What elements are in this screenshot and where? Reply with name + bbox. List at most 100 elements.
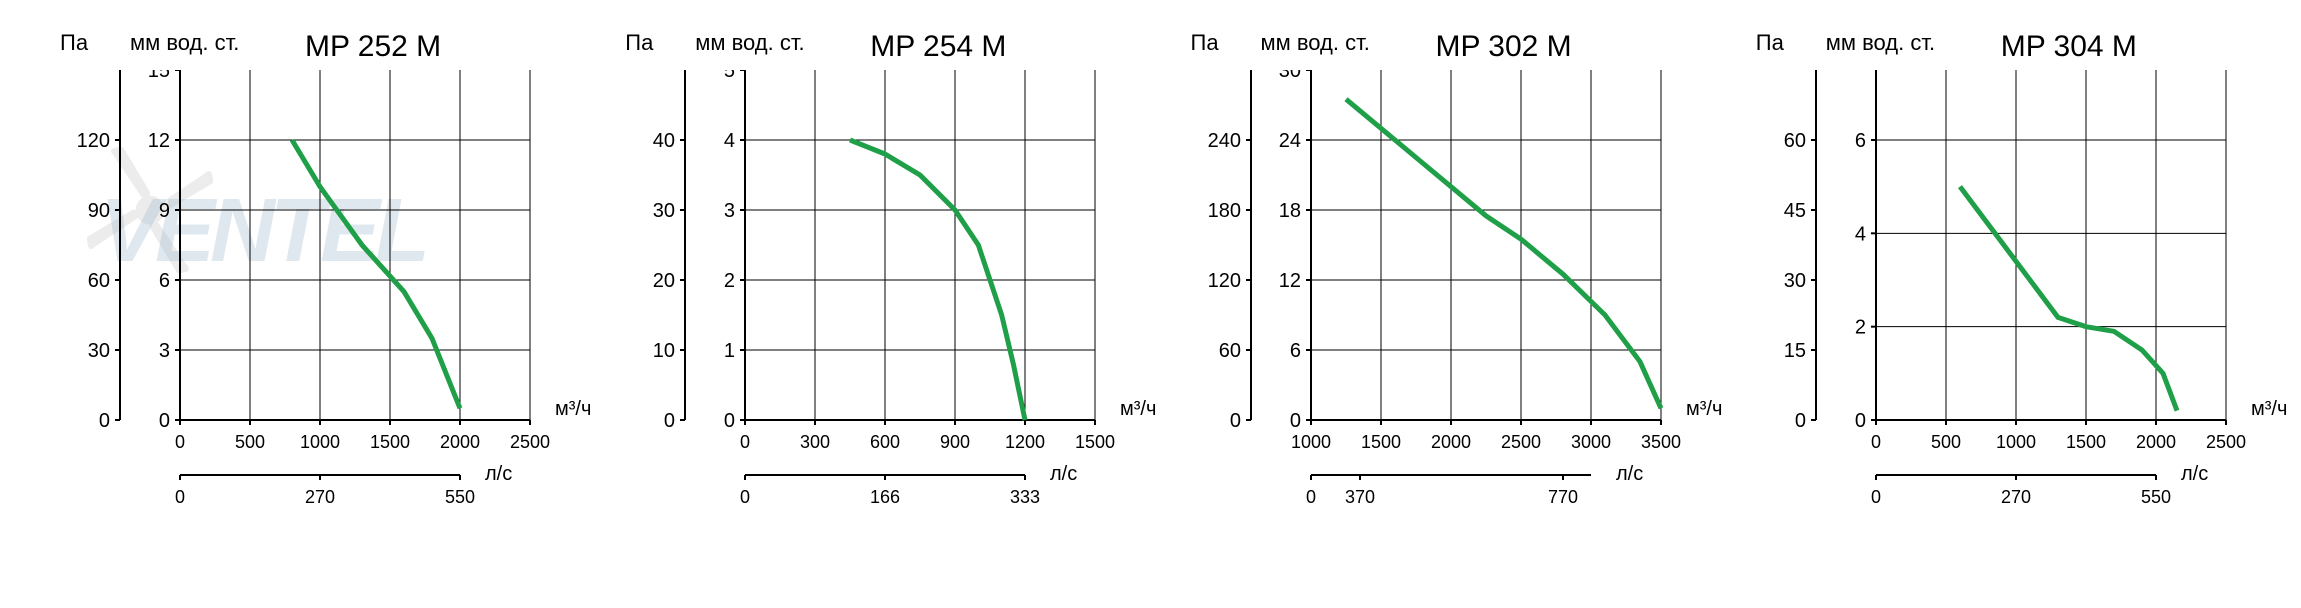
svg-text:60: 60 (88, 270, 110, 292)
chart-container-3: Памм вод. ст.MP 304 M0153045600246810050… (1746, 20, 2281, 580)
svg-text:18: 18 (1278, 200, 1300, 222)
svg-text:120: 120 (77, 130, 110, 152)
y-axis-pa-label: Па (60, 30, 88, 56)
svg-text:120: 120 (1207, 270, 1240, 292)
chart-title: MP 302 M (1436, 30, 1572, 64)
svg-text:40: 40 (653, 130, 675, 152)
svg-text:15: 15 (1784, 340, 1806, 362)
svg-text:770: 770 (1547, 487, 1577, 507)
svg-text:5: 5 (724, 70, 735, 82)
svg-text:180: 180 (1207, 200, 1240, 222)
svg-text:0: 0 (175, 487, 185, 507)
svg-text:1500: 1500 (2066, 432, 2106, 452)
svg-text:4: 4 (724, 130, 735, 152)
svg-text:м³/ч: м³/ч (1120, 398, 1156, 420)
svg-text:90: 90 (88, 200, 110, 222)
svg-text:м³/ч: м³/ч (1686, 398, 1722, 420)
chart-svg: 0601201802400612182430100015002000250030… (1181, 70, 1731, 580)
svg-text:0: 0 (1305, 487, 1315, 507)
svg-text:0: 0 (740, 432, 750, 452)
svg-text:0: 0 (724, 410, 735, 432)
svg-text:2000: 2000 (1430, 432, 1470, 452)
performance-curve (1960, 187, 2177, 411)
svg-text:0: 0 (175, 432, 185, 452)
svg-text:0: 0 (1289, 410, 1300, 432)
svg-text:270: 270 (305, 487, 335, 507)
svg-text:2: 2 (724, 270, 735, 292)
svg-text:6: 6 (1289, 340, 1300, 362)
svg-text:9: 9 (159, 200, 170, 222)
svg-text:0: 0 (99, 410, 110, 432)
svg-text:3: 3 (159, 340, 170, 362)
svg-text:30: 30 (1784, 270, 1806, 292)
chart-title: MP 304 M (2001, 30, 2137, 64)
chart-title: MP 252 M (305, 30, 441, 64)
svg-text:м³/ч: м³/ч (2251, 398, 2287, 420)
svg-text:3000: 3000 (1570, 432, 1610, 452)
svg-text:4: 4 (1855, 223, 1866, 245)
svg-text:166: 166 (870, 487, 900, 507)
svg-text:0: 0 (1871, 432, 1881, 452)
svg-text:2000: 2000 (440, 432, 480, 452)
chart-container-2: Памм вод. ст.MP 302 M0601201802400612182… (1181, 20, 1716, 580)
svg-text:24: 24 (1278, 130, 1300, 152)
svg-text:500: 500 (235, 432, 265, 452)
svg-text:500: 500 (1931, 432, 1961, 452)
svg-text:л/с: л/с (1616, 463, 1643, 485)
y-axis-mm-label: мм вод. ст. (130, 30, 239, 56)
svg-text:0: 0 (740, 487, 750, 507)
svg-text:0: 0 (664, 410, 675, 432)
svg-text:45: 45 (1784, 200, 1806, 222)
y-axis-mm-label: мм вод. ст. (1826, 30, 1935, 56)
svg-text:20: 20 (653, 270, 675, 292)
svg-text:2500: 2500 (2206, 432, 2246, 452)
svg-text:л/с: л/с (485, 463, 512, 485)
svg-text:1500: 1500 (1360, 432, 1400, 452)
svg-text:60: 60 (1218, 340, 1240, 362)
svg-text:12: 12 (148, 130, 170, 152)
svg-text:2500: 2500 (510, 432, 550, 452)
svg-text:1000: 1000 (300, 432, 340, 452)
svg-text:30: 30 (88, 340, 110, 362)
chart-container-1: Памм вод. ст.MP 254 M0102030400123450300… (615, 20, 1150, 580)
svg-text:600: 600 (870, 432, 900, 452)
y-axis-pa-label: Па (1191, 30, 1219, 56)
svg-text:0: 0 (159, 410, 170, 432)
svg-text:0: 0 (1871, 487, 1881, 507)
chart-svg: 0102030400123450300600900120015000166333… (615, 70, 1165, 580)
svg-text:1000: 1000 (1290, 432, 1330, 452)
svg-text:0: 0 (1855, 410, 1866, 432)
performance-curve (1346, 99, 1661, 408)
svg-text:6: 6 (1855, 130, 1866, 152)
y-axis-mm-label: мм вод. ст. (1261, 30, 1370, 56)
svg-text:3500: 3500 (1640, 432, 1680, 452)
svg-text:30: 30 (653, 200, 675, 222)
svg-text:15: 15 (148, 70, 170, 82)
svg-text:270: 270 (2001, 487, 2031, 507)
svg-text:333: 333 (1010, 487, 1040, 507)
svg-text:1000: 1000 (1996, 432, 2036, 452)
svg-text:л/с: л/с (2181, 463, 2208, 485)
chart-svg: 0153045600246810050010001500200025000270… (1746, 70, 2296, 580)
svg-text:12: 12 (1278, 270, 1300, 292)
svg-text:1: 1 (724, 340, 735, 362)
svg-text:370: 370 (1344, 487, 1374, 507)
svg-text:0: 0 (1229, 410, 1240, 432)
performance-curve (292, 140, 460, 408)
svg-text:550: 550 (445, 487, 475, 507)
svg-text:3: 3 (724, 200, 735, 222)
chart-container-0: Памм вод. ст.MP 252 M0306090120036912150… (50, 20, 585, 580)
y-axis-pa-label: Па (1756, 30, 1784, 56)
svg-text:6: 6 (159, 270, 170, 292)
y-axis-pa-label: Па (625, 30, 653, 56)
svg-text:л/с: л/с (1050, 463, 1077, 485)
svg-text:2500: 2500 (1500, 432, 1540, 452)
svg-text:2: 2 (1855, 317, 1866, 339)
svg-text:30: 30 (1278, 70, 1300, 82)
svg-text:900: 900 (940, 432, 970, 452)
svg-text:м³/ч: м³/ч (555, 398, 591, 420)
svg-text:2000: 2000 (2136, 432, 2176, 452)
svg-text:1500: 1500 (370, 432, 410, 452)
svg-text:1200: 1200 (1005, 432, 1045, 452)
svg-text:10: 10 (653, 340, 675, 362)
